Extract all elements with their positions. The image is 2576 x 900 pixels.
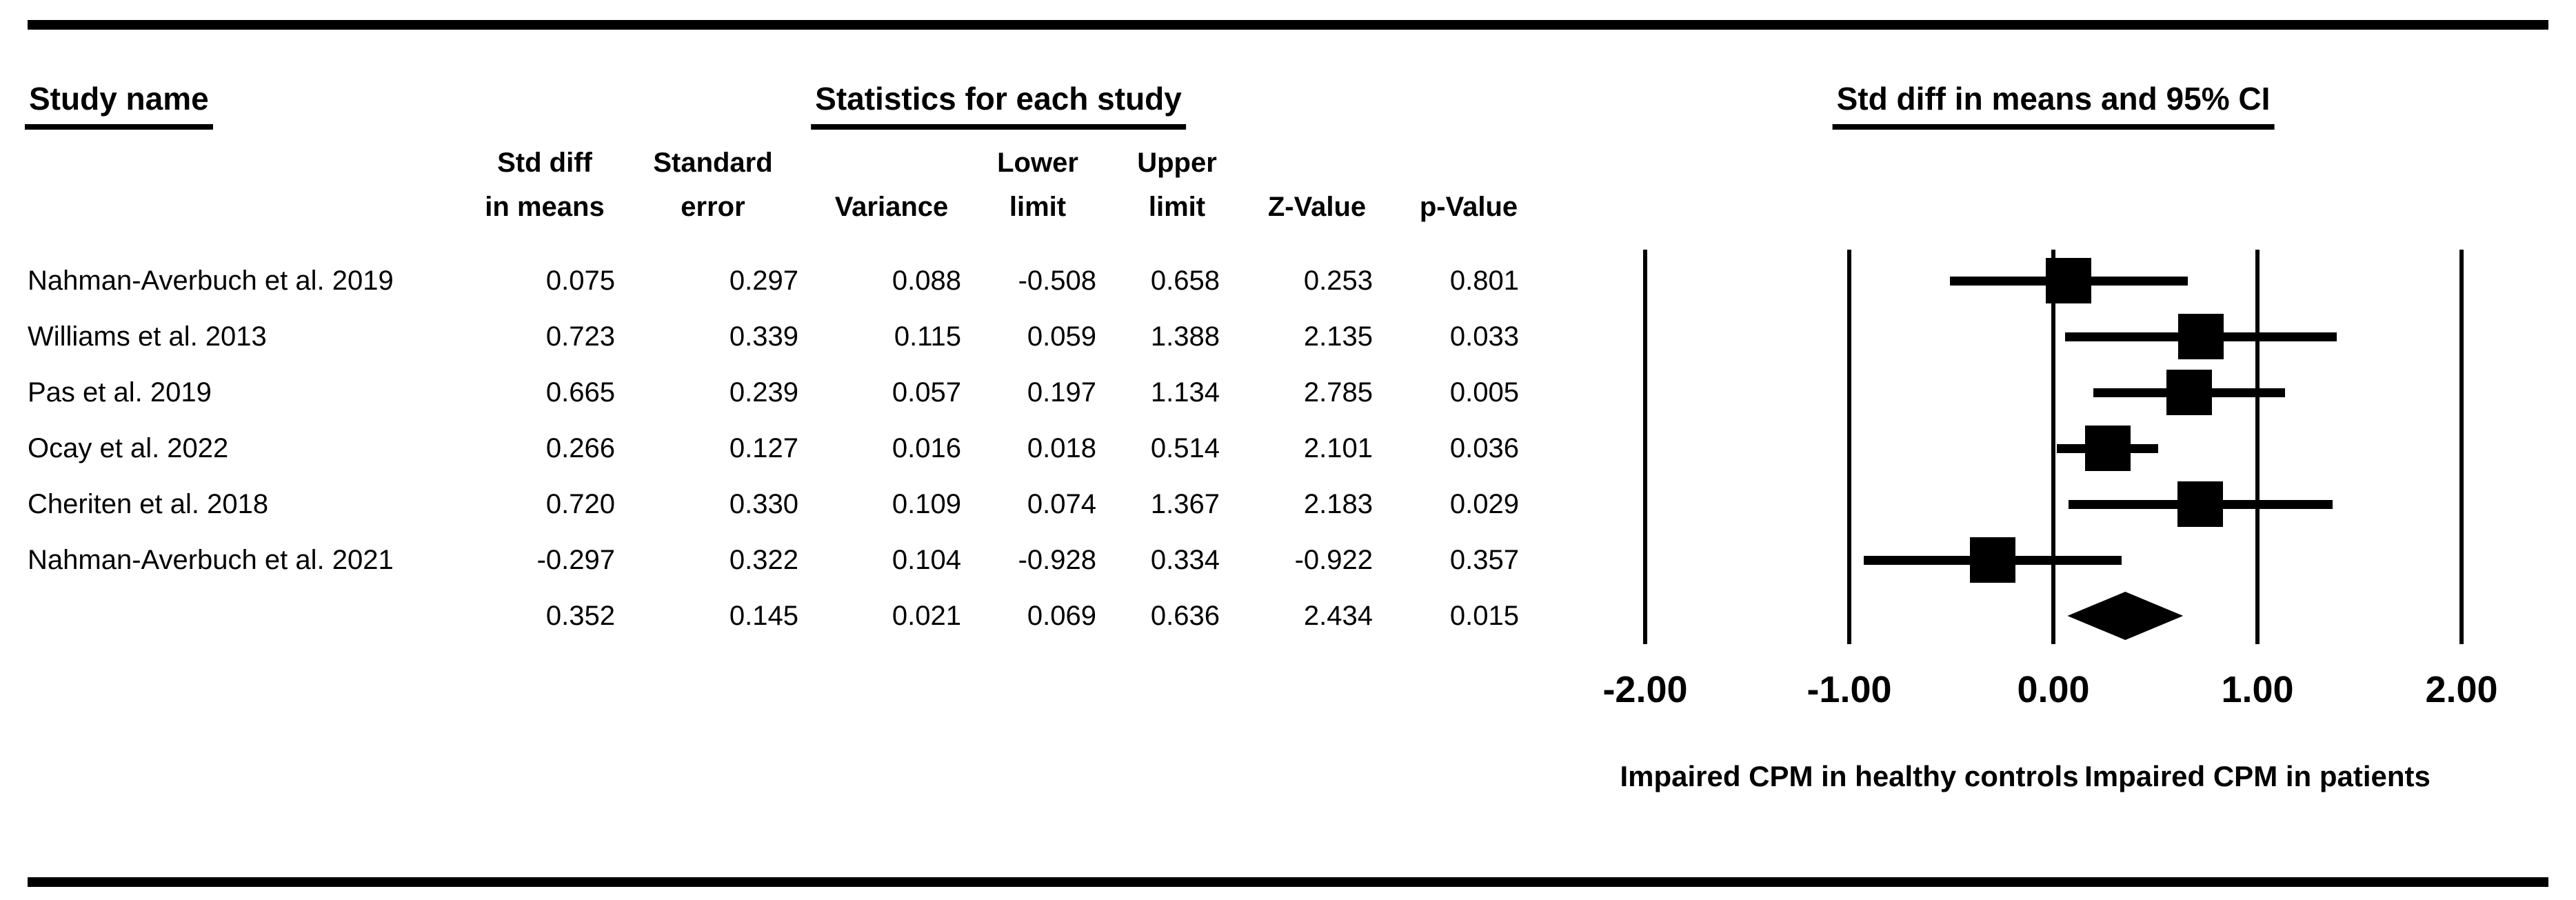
column-header-standard-error: Standard error <box>653 148 773 222</box>
cell-std-diff: 0.352 <box>545 601 615 631</box>
cell-upper-limit: 1.134 <box>1150 377 1220 408</box>
cell-upper-limit: 0.514 <box>1150 433 1220 463</box>
x-tick-label: -2.00 <box>1602 669 1688 710</box>
plot-section-title: Std diff in means and 95% CI <box>1832 80 2275 130</box>
cell-standard-error: 0.322 <box>729 545 798 575</box>
summary-diamond <box>2067 592 2184 640</box>
study-point-square <box>2178 314 2224 359</box>
study-point-square <box>2084 426 2131 471</box>
cell-z-value: 2.183 <box>1303 489 1373 519</box>
axis-gridline <box>2255 250 2260 644</box>
axis-gridline <box>1847 250 1851 644</box>
cell-p-value: 0.036 <box>1449 433 1519 463</box>
cell-variance: 0.016 <box>892 433 961 463</box>
cell-z-value: -0.922 <box>1294 545 1373 575</box>
study-name-column-title: Study name <box>25 80 213 130</box>
column-header-std-diff: Std diff in means <box>485 148 605 222</box>
cell-variance: 0.021 <box>892 601 961 631</box>
x-tick-label: -1.00 <box>1807 669 1892 710</box>
axis-gridline <box>2051 250 2055 644</box>
study-point-square <box>2166 370 2212 415</box>
axis-gridline <box>1643 250 1647 644</box>
cell-std-diff: 0.266 <box>545 433 615 463</box>
cell-std-diff: 0.075 <box>545 266 615 296</box>
cell-lower-limit: -0.508 <box>1018 266 1096 296</box>
study-name: Pas et al. 2019 <box>28 377 212 408</box>
cell-p-value: 0.033 <box>1449 321 1519 352</box>
cell-lower-limit: 0.197 <box>1027 377 1096 408</box>
column-header-p-value: p-Value <box>1419 192 1518 222</box>
cell-z-value: 2.101 <box>1303 433 1373 463</box>
cell-lower-limit: 0.059 <box>1027 321 1096 352</box>
cell-p-value: 0.357 <box>1449 545 1519 575</box>
statistics-section-title: Statistics for each study <box>811 80 1186 130</box>
study-name: Nahman-Averbuch et al. 2021 <box>28 545 394 575</box>
cell-std-diff: 0.720 <box>545 489 615 519</box>
cell-variance: 0.115 <box>894 321 961 352</box>
cell-variance: 0.088 <box>892 266 961 296</box>
cell-upper-limit: 0.658 <box>1150 266 1220 296</box>
cell-standard-error: 0.297 <box>729 266 798 296</box>
cell-variance: 0.104 <box>892 545 961 575</box>
cell-variance: 0.109 <box>892 489 961 519</box>
cell-z-value: 0.253 <box>1303 266 1373 296</box>
cell-std-diff: 0.723 <box>545 321 615 352</box>
x-tick-label: 2.00 <box>2425 669 2498 710</box>
cell-lower-limit: -0.928 <box>1018 545 1096 575</box>
axis-annotation-left: Impaired CPM in healthy controls <box>1620 760 2079 792</box>
study-name: Nahman-Averbuch et al. 2019 <box>28 266 394 296</box>
cell-standard-error: 0.339 <box>729 321 798 352</box>
study-name: Williams et al. 2013 <box>28 321 267 352</box>
study-point-square <box>2177 481 2224 527</box>
cell-standard-error: 0.145 <box>729 601 798 631</box>
cell-z-value: 2.434 <box>1303 601 1373 631</box>
study-name: Cheriten et al. 2018 <box>28 489 269 519</box>
bottom-rule <box>28 877 2548 887</box>
cell-standard-error: 0.127 <box>729 433 798 463</box>
study-name: Ocay et al. 2022 <box>28 433 229 463</box>
axis-annotation-right: Impaired CPM in patients <box>2084 760 2431 792</box>
study-point-square <box>1970 537 2016 583</box>
cell-z-value: 2.135 <box>1303 321 1373 352</box>
cell-lower-limit: 0.069 <box>1027 601 1096 631</box>
cell-upper-limit: 0.636 <box>1150 601 1220 631</box>
column-header-upper-limit: Upper limit <box>1137 148 1217 222</box>
cell-p-value: 0.801 <box>1449 266 1519 296</box>
cell-std-diff: -0.297 <box>536 545 615 575</box>
axis-gridline <box>2459 250 2464 644</box>
column-header-variance: Variance <box>834 192 949 222</box>
cell-upper-limit: 1.367 <box>1150 489 1220 519</box>
cell-p-value: 0.005 <box>1449 377 1519 408</box>
cell-variance: 0.057 <box>892 377 961 408</box>
x-tick-label: 0.00 <box>2017 669 2090 710</box>
study-point-square <box>2046 258 2092 303</box>
x-tick-label: 1.00 <box>2221 669 2294 710</box>
cell-standard-error: 0.239 <box>729 377 798 408</box>
column-header-z-value: Z-Value <box>1267 192 1367 222</box>
cell-standard-error: 0.330 <box>729 489 798 519</box>
cell-std-diff: 0.665 <box>545 377 615 408</box>
top-rule <box>28 20 2548 30</box>
cell-p-value: 0.015 <box>1449 601 1519 631</box>
column-header-lower-limit: Lower limit <box>997 148 1078 222</box>
cell-upper-limit: 1.388 <box>1150 321 1220 352</box>
cell-lower-limit: 0.074 <box>1027 489 1096 519</box>
cell-p-value: 0.029 <box>1449 489 1519 519</box>
cell-z-value: 2.785 <box>1303 377 1373 408</box>
cell-upper-limit: 0.334 <box>1150 545 1220 575</box>
cell-lower-limit: 0.018 <box>1027 433 1096 463</box>
